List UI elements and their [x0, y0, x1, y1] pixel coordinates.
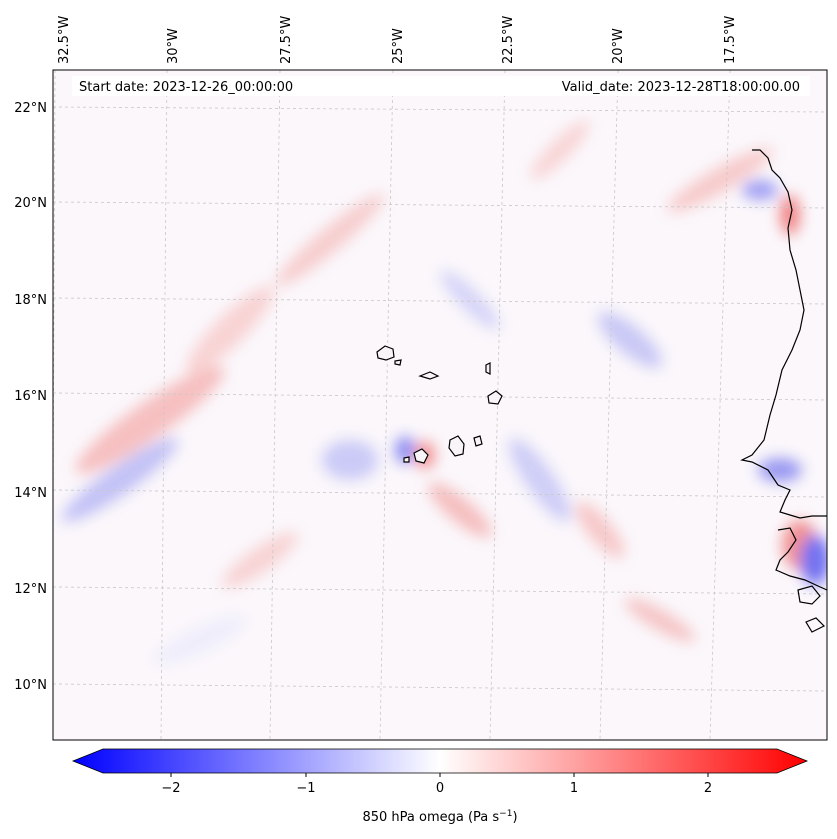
colorbar-tick-label: −1: [296, 781, 315, 796]
lat-label-18n: 18°N: [14, 293, 47, 308]
lon-label-27-5w: 27.5°W: [279, 16, 294, 64]
colorbar-tick-label: −2: [161, 781, 180, 796]
colorbar: −2 −1 0 1 2 850 hPa omega (Pa s−1): [71, 748, 809, 825]
africa-coastline: [740, 149, 827, 519]
boa-vista-island: [487, 390, 503, 405]
colorbar-label-sup: −1: [499, 809, 512, 819]
santo-antao-island: [376, 345, 395, 361]
colorbar-ticks: [170, 773, 709, 777]
date-banner: [72, 76, 810, 96]
sao-nicolau-island: [418, 371, 440, 380]
coastlines: [740, 149, 827, 633]
lon-label-30w: 30°W: [166, 28, 181, 64]
lon-label-22-5w: 22.5°W: [501, 16, 516, 64]
map-panel: Start date: 2023-12-26_00:00:00 Valid_da…: [52, 69, 828, 741]
guinea-bissau-islands: [797, 585, 826, 633]
lat-label-12n: 12°N: [14, 582, 47, 597]
lat-label-20n: 20°N: [14, 196, 47, 211]
colorbar-label-prefix: 850 hPa omega (Pa s: [362, 810, 499, 825]
lon-label-20w: 20°W: [611, 28, 626, 64]
omega-field: [62, 120, 827, 664]
colorbar-label: 850 hPa omega (Pa s−1): [362, 809, 517, 825]
graticule: [53, 70, 827, 740]
colorbar-bar: [71, 748, 809, 774]
lon-label-17-5w: 17.5°W: [723, 16, 738, 64]
lat-label-22n: 22°N: [14, 101, 47, 116]
start-date: Start date: 2023-12-26_00:00:00: [79, 80, 293, 95]
colorbar-label-suffix: ): [512, 810, 517, 825]
sao-vicente-island: [394, 359, 402, 366]
colorbar-tick-label: 2: [704, 781, 712, 796]
cape-verde-islands: [376, 345, 503, 464]
lat-label-16n: 16°N: [14, 389, 47, 404]
santiago-island: [448, 435, 465, 457]
latitude-labels: 22°N 20°N 18°N 16°N 14°N 12°N 10°N: [14, 101, 47, 693]
gambia-coast: [775, 527, 827, 591]
lon-label-25w: 25°W: [391, 28, 406, 64]
sal-island: [485, 362, 491, 375]
lon-label-32-5w: 32.5°W: [57, 16, 72, 64]
lat-label-14n: 14°N: [14, 486, 47, 501]
colorbar-tick-label: 0: [436, 781, 444, 796]
map-frame: [52, 69, 828, 741]
longitude-labels: 32.5°W 30°W 27.5°W 25°W 22.5°W 20°W 17.5…: [57, 16, 738, 64]
valid-date: Valid_date: 2023-12-28T18:00:00.00: [562, 80, 800, 95]
fogo-island: [413, 448, 429, 464]
brava-island: [403, 456, 410, 463]
colorbar-tick-label: 1: [570, 781, 578, 796]
maio-island: [473, 435, 483, 447]
lat-label-10n: 10°N: [14, 678, 47, 693]
